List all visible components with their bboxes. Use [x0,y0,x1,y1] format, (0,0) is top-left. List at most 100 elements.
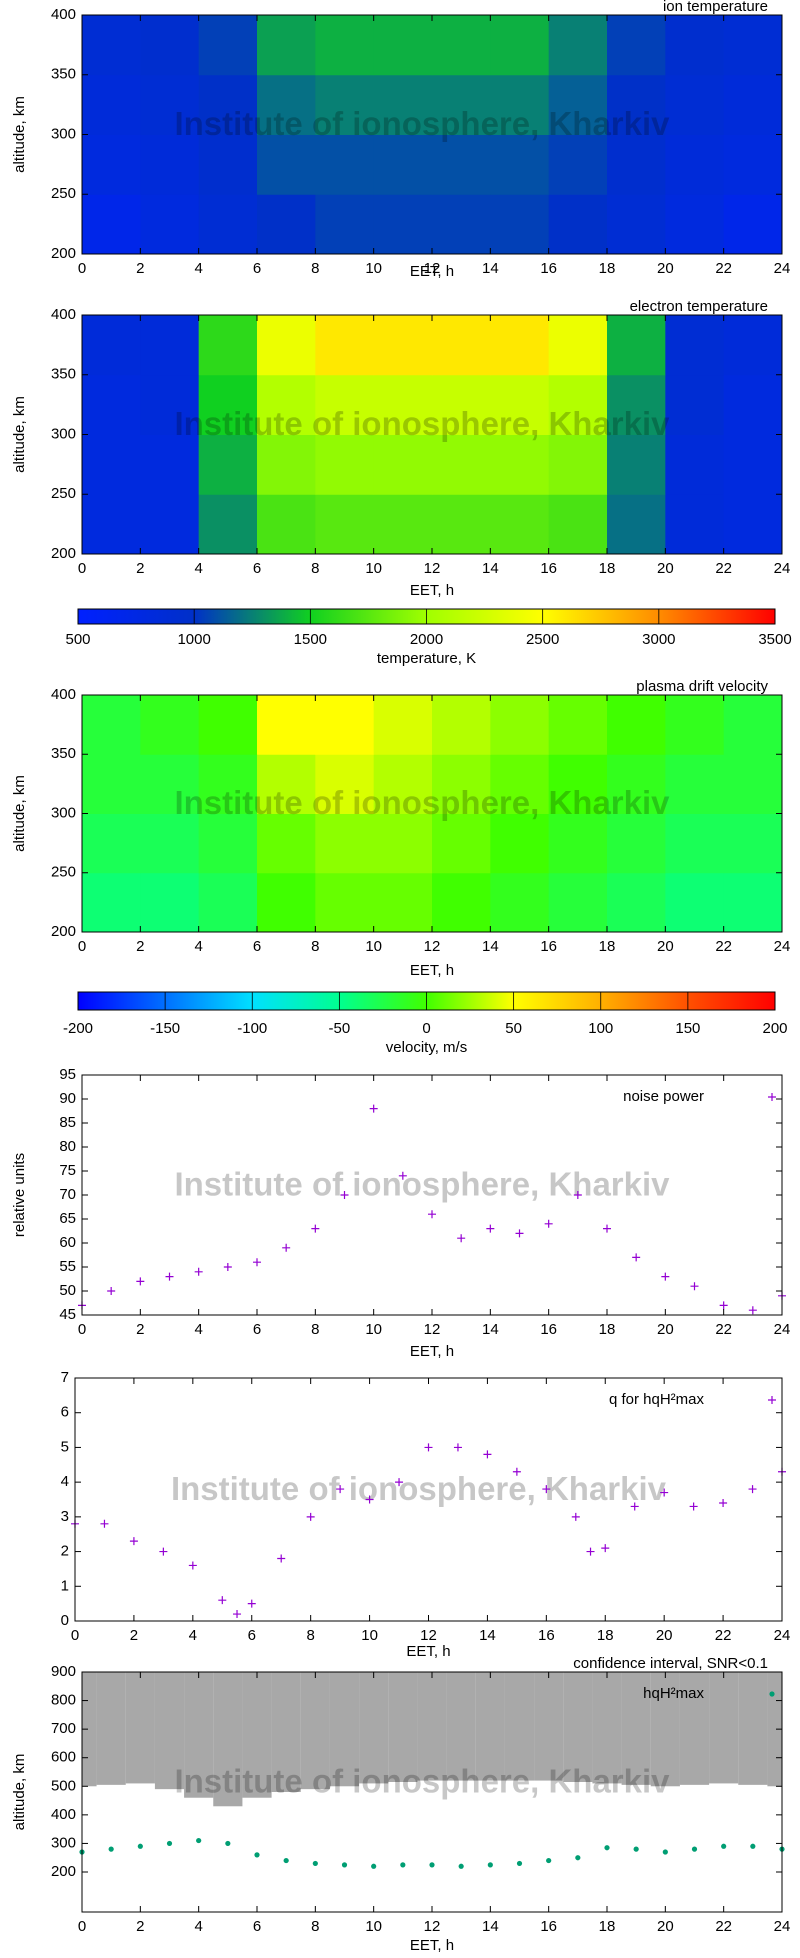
confidence-band [563,1672,593,1782]
colorbar-tick-label: 2000 [410,631,443,648]
data-point [689,1502,698,1511]
x-tick-label: 2 [136,260,144,277]
heat-cell [315,494,375,555]
data-point [277,1554,286,1563]
y-tick-label: 250 [51,485,76,502]
heat-cell [140,374,200,435]
heat-cell [665,74,725,135]
confidence-band [534,1672,564,1781]
confidence-band [475,1672,505,1781]
data-point [136,1277,145,1286]
colorbar-tick-label: 200 [762,1020,787,1037]
heat-cell [607,494,666,555]
panel-title: confidence interval, SNR<0.1 [573,1655,768,1672]
heat-cell [490,315,550,376]
heat-cell [82,194,141,255]
y-tick-label: 900 [51,1663,76,1680]
heat-cell [548,494,608,555]
x-tick-label: 14 [482,938,499,955]
x-tick-label: 0 [78,560,86,577]
data-point [196,1837,202,1844]
colorbar-tick-label: 0 [422,1020,430,1037]
confidence-band [300,1672,330,1790]
heat-cell [490,813,550,874]
heat-cell [490,15,550,76]
heat-cell [82,374,141,435]
data-point [515,1229,524,1238]
x-tick-label: 0 [78,260,86,277]
x-tick-label: 0 [78,1918,86,1935]
colorbar-label: velocity, m/s [386,1039,467,1056]
heat-cell [723,374,783,435]
data-point [487,1862,493,1868]
heat-cell [198,134,258,195]
x-tick-label: 22 [715,1627,732,1644]
heat-cell [315,754,375,814]
x-tick-label: 14 [482,560,499,577]
colorbar-tick-label: 3000 [642,631,675,648]
heat-cell [723,15,783,76]
heat-cell [432,434,491,495]
x-tick-label: 4 [194,1918,202,1935]
heat-cell [432,74,491,135]
heat-cell [140,872,200,933]
data-point [365,1495,374,1504]
y-tick-label: 400 [51,306,76,323]
heat-cell [140,134,200,195]
heat-cell [665,315,725,376]
data-point [223,1263,232,1271]
watermark: Institute of ionosphere, Kharkiv [174,1763,670,1800]
x-tick-label: 24 [774,260,791,277]
heat-cell [82,695,141,755]
data-point [369,1104,378,1113]
confidence-band [184,1672,214,1798]
colorbar-tick-label: 50 [505,1020,522,1037]
data-point [194,1267,203,1276]
heat-cell [665,813,725,874]
heat-cell [548,434,608,495]
heat-cell [607,813,666,874]
confidence-band [417,1672,447,1781]
heat-cell [140,194,200,255]
heat-cell [198,15,258,76]
data-point [486,1224,495,1233]
data-point [311,1224,320,1233]
heat-cell [548,74,608,135]
data-point [661,1272,670,1281]
panel-title: ion temperature [663,0,768,15]
x-tick-label: 20 [656,1627,673,1644]
confidence-band [388,1672,418,1782]
data-point [457,1234,466,1243]
y-tick-label: 350 [51,745,76,762]
plot-frame [81,1074,783,1316]
x-tick-label: 24 [774,1918,791,1935]
heat-cell [607,74,666,135]
data-point [516,1860,523,1867]
y-axis-label: altitude, km [11,775,28,852]
legend-symbol [768,1396,776,1404]
x-tick-label: 4 [194,1321,202,1338]
x-tick-label: 20 [657,560,674,577]
x-tick-label: 18 [599,1321,616,1338]
data-point [630,1502,639,1511]
panel-title: plasma drift velocity [636,678,768,695]
heat-cell [548,134,608,195]
y-tick-label: 300 [51,425,76,442]
data-point [453,1443,462,1452]
y-tick-label: 300 [51,804,76,821]
heat-cell [607,695,666,755]
x-tick-label: 12 [420,1627,437,1644]
legend-symbol [769,1691,775,1697]
y-tick-label: 500 [51,1777,76,1794]
heat-cell [373,315,433,376]
y-tick-label: 2 [61,1543,69,1560]
confidence-band [271,1672,301,1792]
heat-cell [198,754,258,814]
heat-cell [140,813,200,874]
x-axis-label: EET, h [410,582,454,599]
x-tick-label: 20 [657,260,674,277]
colorbar-tick-label: 2500 [526,631,559,648]
data-point [690,1282,699,1291]
data-point [341,1862,348,1868]
